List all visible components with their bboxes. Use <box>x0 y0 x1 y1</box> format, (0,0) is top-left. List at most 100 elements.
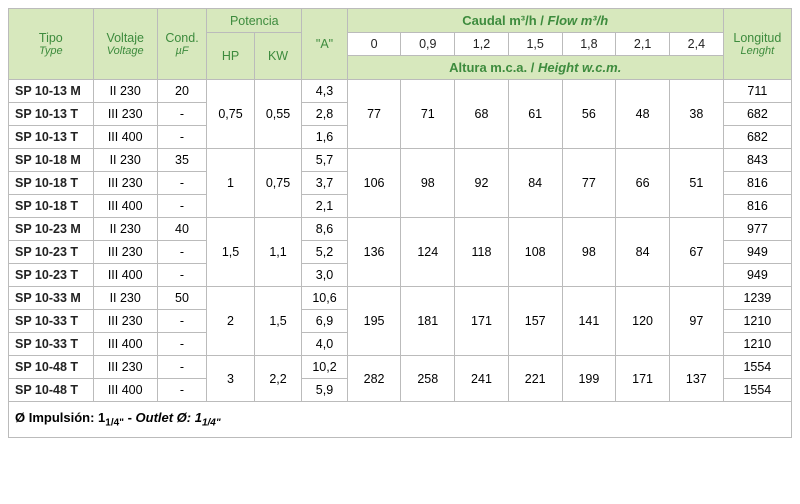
cell-cond: - <box>157 379 207 402</box>
cell-height: 84 <box>508 149 562 218</box>
cell-amp: 6,9 <box>302 310 347 333</box>
cell-height: 195 <box>347 287 401 356</box>
hdr-flow-4: 1,8 <box>562 33 616 56</box>
cell-type: SP 10-33 T <box>9 333 94 356</box>
table-row: SP 10-33 MII 2305021,510,619518117115714… <box>9 287 792 310</box>
cell-voltage: III 400 <box>93 379 157 402</box>
table-row: SP 10-18 MII 2303510,755,710698928477665… <box>9 149 792 172</box>
cell-height: 77 <box>562 149 616 218</box>
hdr-flow-1: 0,9 <box>401 33 455 56</box>
cell-length: 949 <box>723 264 791 287</box>
cell-amp: 3,7 <box>302 172 347 195</box>
cell-cond: - <box>157 356 207 379</box>
cell-height: 68 <box>455 80 509 149</box>
cell-type: SP 10-13 T <box>9 103 94 126</box>
cell-height: 120 <box>616 287 670 356</box>
table-row: SP 10-13 MII 230200,750,554,377716861564… <box>9 80 792 103</box>
cell-height: 241 <box>455 356 509 402</box>
cell-height: 67 <box>669 218 723 287</box>
cell-cond: 50 <box>157 287 207 310</box>
hdr-power: Potencia <box>207 9 302 33</box>
footer-outlet: Ø Impulsión: 11/4" - Outlet Ø: 11/4" <box>9 402 792 438</box>
cell-cond: - <box>157 195 207 218</box>
cell-cond: 35 <box>157 149 207 172</box>
cell-type: SP 10-23 T <box>9 264 94 287</box>
cell-height: 199 <box>562 356 616 402</box>
cell-voltage: II 230 <box>93 149 157 172</box>
cell-amp: 10,2 <box>302 356 347 379</box>
hdr-height: Altura m.c.a. / Height w.c.m. <box>347 56 723 80</box>
cell-kw: 1,5 <box>254 287 302 356</box>
cell-height: 97 <box>669 287 723 356</box>
cell-cond: - <box>157 126 207 149</box>
cell-length: 816 <box>723 172 791 195</box>
table-header: TipoType VoltajeVoltage Cond.µF Potencia… <box>9 9 792 80</box>
cell-height: 61 <box>508 80 562 149</box>
cell-hp: 3 <box>207 356 255 402</box>
cell-kw: 2,2 <box>254 356 302 402</box>
cell-height: 136 <box>347 218 401 287</box>
hdr-flow-3: 1,5 <box>508 33 562 56</box>
cell-length: 816 <box>723 195 791 218</box>
cell-height: 221 <box>508 356 562 402</box>
cell-height: 92 <box>455 149 509 218</box>
cell-type: SP 10-18 T <box>9 195 94 218</box>
cell-cond: - <box>157 333 207 356</box>
cell-height: 98 <box>562 218 616 287</box>
cell-voltage: III 230 <box>93 241 157 264</box>
cell-height: 171 <box>616 356 670 402</box>
cell-type: SP 10-13 M <box>9 80 94 103</box>
cell-height: 108 <box>508 218 562 287</box>
cell-amp: 4,0 <box>302 333 347 356</box>
cell-height: 106 <box>347 149 401 218</box>
cell-length: 711 <box>723 80 791 103</box>
cell-hp: 1,5 <box>207 218 255 287</box>
hdr-flow: Caudal m³/h / Flow m³/h <box>347 9 723 33</box>
cell-height: 71 <box>401 80 455 149</box>
cell-voltage: III 230 <box>93 310 157 333</box>
cell-cond: 20 <box>157 80 207 103</box>
hdr-flow-0: 0 <box>347 33 401 56</box>
hdr-voltage: VoltajeVoltage <box>93 9 157 80</box>
cell-amp: 5,7 <box>302 149 347 172</box>
hdr-kw: KW <box>254 33 302 80</box>
cell-height: 124 <box>401 218 455 287</box>
hdr-cond: Cond.µF <box>157 9 207 80</box>
cell-amp: 2,8 <box>302 103 347 126</box>
cell-amp: 2,1 <box>302 195 347 218</box>
cell-height: 48 <box>616 80 670 149</box>
cell-length: 1239 <box>723 287 791 310</box>
cell-amp: 5,2 <box>302 241 347 264</box>
cell-type: SP 10-18 T <box>9 172 94 195</box>
cell-voltage: III 230 <box>93 356 157 379</box>
cell-hp: 1 <box>207 149 255 218</box>
cell-height: 181 <box>401 287 455 356</box>
hdr-type: TipoType <box>9 9 94 80</box>
cell-height: 98 <box>401 149 455 218</box>
cell-voltage: III 400 <box>93 264 157 287</box>
cell-type: SP 10-23 T <box>9 241 94 264</box>
cell-type: SP 10-23 M <box>9 218 94 241</box>
cell-hp: 0,75 <box>207 80 255 149</box>
table-row: SP 10-48 TIII 230-32,210,228225824122119… <box>9 356 792 379</box>
cell-type: SP 10-33 M <box>9 287 94 310</box>
cell-type: SP 10-48 T <box>9 379 94 402</box>
cell-amp: 4,3 <box>302 80 347 103</box>
cell-amp: 10,6 <box>302 287 347 310</box>
cell-voltage: II 230 <box>93 80 157 103</box>
cell-cond: 40 <box>157 218 207 241</box>
pump-spec-table: TipoType VoltajeVoltage Cond.µF Potencia… <box>8 8 792 438</box>
cell-amp: 8,6 <box>302 218 347 241</box>
hdr-amp: "A" <box>302 9 347 80</box>
cell-hp: 2 <box>207 287 255 356</box>
cell-kw: 0,55 <box>254 80 302 149</box>
hdr-flow-5: 2,1 <box>616 33 670 56</box>
hdr-flow-2: 1,2 <box>455 33 509 56</box>
cell-amp: 3,0 <box>302 264 347 287</box>
cell-amp: 1,6 <box>302 126 347 149</box>
cell-height: 258 <box>401 356 455 402</box>
cell-height: 137 <box>669 356 723 402</box>
cell-length: 1554 <box>723 379 791 402</box>
cell-type: SP 10-48 T <box>9 356 94 379</box>
cell-length: 682 <box>723 103 791 126</box>
